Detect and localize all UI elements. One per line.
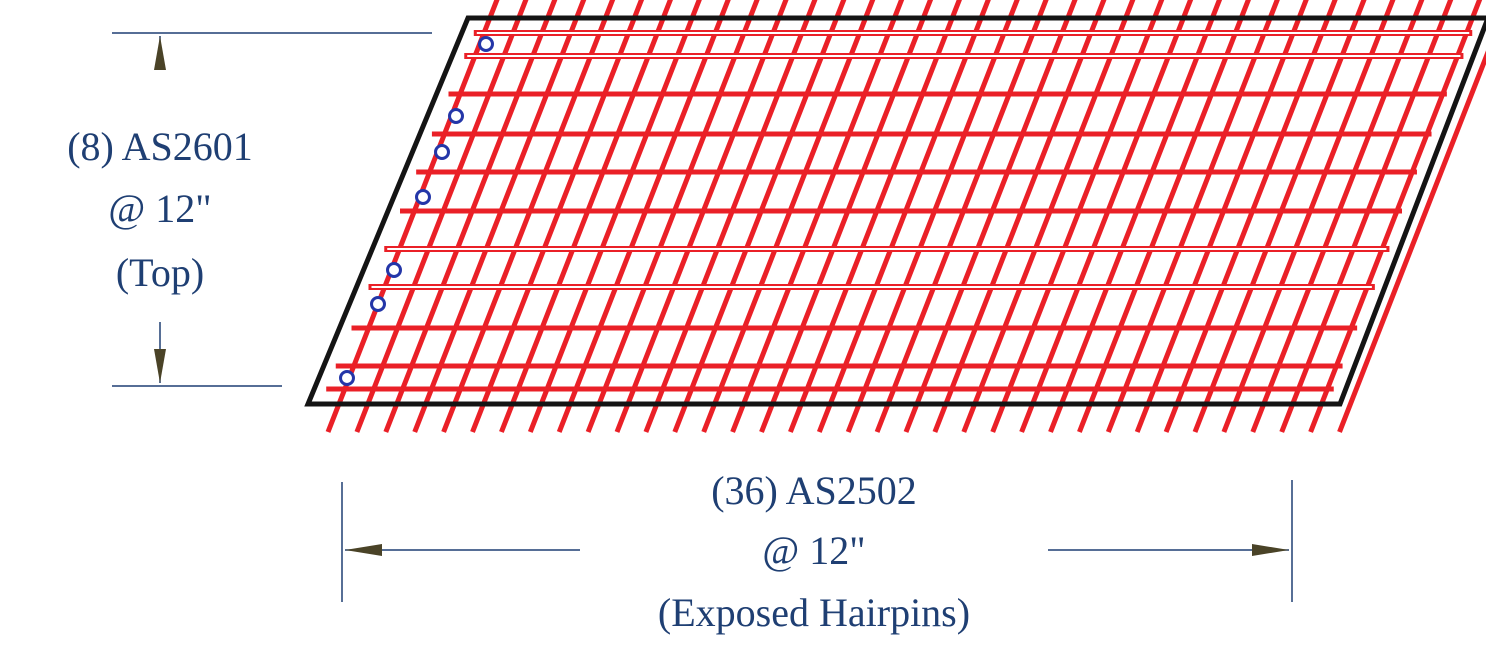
- top-dimension-arrow-down: [154, 349, 166, 383]
- bar-section-marker: [339, 370, 355, 386]
- top-bars-label-line2: @ 12": [108, 186, 211, 231]
- bottom-dimension-arrow-right: [1252, 544, 1289, 556]
- top-bars-dimension: [112, 32, 432, 387]
- bottom-bars-dimension: [341, 480, 1293, 602]
- bar-section-marker: [386, 262, 402, 278]
- bar-section-marker: [415, 189, 431, 205]
- bottom-bars-label-line2: @ 12": [762, 528, 865, 573]
- bar-section-marker: [434, 144, 450, 160]
- top-bars-label-line3: (Top): [116, 250, 204, 295]
- bar-section-marker: [448, 108, 464, 124]
- bottom-bars-label-line1: (36) AS2502: [711, 468, 917, 513]
- top-bars: [326, 30, 1473, 392]
- bottom-dimension-arrow-left: [345, 544, 382, 556]
- bar-section-marker: [478, 36, 494, 52]
- top-dimension-arrow-up: [154, 36, 166, 70]
- slab-outline: [304, 15, 1486, 407]
- top-bars-label-line1: (8) AS2601: [67, 124, 253, 169]
- bar-section-markers: [339, 36, 494, 386]
- hairpin-bar: [1337, 50, 1486, 433]
- bar-section-marker: [370, 296, 386, 312]
- bottom-bars-label-line3: (Exposed Hairpins): [658, 590, 970, 635]
